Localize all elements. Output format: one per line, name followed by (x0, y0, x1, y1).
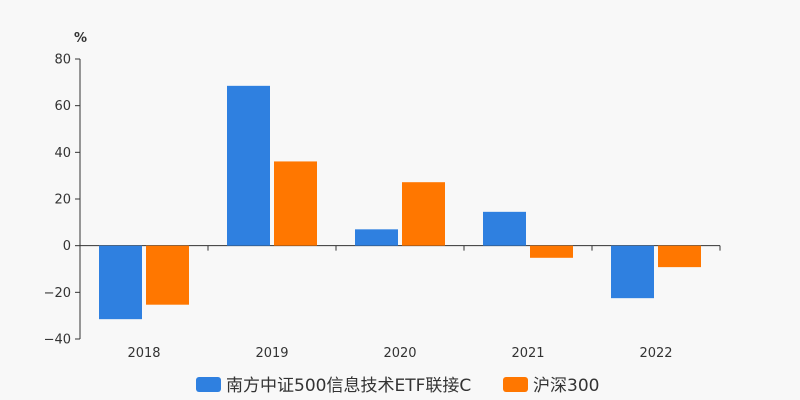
bar-series-2-2020 (402, 182, 445, 246)
y-tick-label: 60 (54, 99, 71, 114)
bar-series-1-2022 (611, 245, 654, 299)
bar-series-2-2021 (530, 245, 573, 258)
x-tick-label: 2019 (255, 346, 288, 361)
bars (99, 85, 701, 320)
legend-item-series-1[interactable]: 南方中证500信息技术ETF联接C (196, 376, 471, 396)
bar-series-2-2018 (146, 245, 189, 305)
x-tick-label: 2021 (511, 346, 544, 361)
x-tick-label: 2020 (383, 346, 416, 361)
bar-series-1-2021 (483, 211, 526, 246)
x-tick-label: 2022 (639, 346, 672, 361)
y-tick-label: 0 (63, 239, 71, 254)
bar-series-2-2022 (658, 245, 701, 268)
bar-series-2-2019 (274, 161, 317, 246)
y-tick-label: 20 (54, 193, 71, 208)
legend[interactable]: 南方中证500信息技术ETF联接C 沪深300 (196, 376, 599, 396)
bar-series-1-2019 (227, 85, 270, 246)
bar-series-1-2018 (99, 245, 142, 320)
legend-item-series-2[interactable]: 沪深300 (503, 376, 599, 396)
y-axis: 80 60 40 20 0 −20 −40 (44, 53, 81, 348)
y-axis-unit-label: % (74, 31, 87, 46)
legend-label-series-2: 沪深300 (533, 376, 599, 396)
legend-label-series-1: 南方中证500信息技术ETF联接C (226, 376, 471, 396)
y-tick-label: 40 (54, 146, 71, 161)
legend-swatch-series-1 (196, 377, 221, 392)
x-tick-label: 2018 (127, 346, 160, 361)
y-tick-label: −40 (44, 333, 71, 348)
y-tick-label: −20 (44, 286, 71, 301)
x-axis: 2018 2019 2020 2021 2022 (79, 245, 721, 361)
bar-series-1-2020 (355, 229, 398, 246)
y-tick-label: 80 (54, 53, 71, 68)
legend-swatch-series-2 (503, 377, 528, 392)
